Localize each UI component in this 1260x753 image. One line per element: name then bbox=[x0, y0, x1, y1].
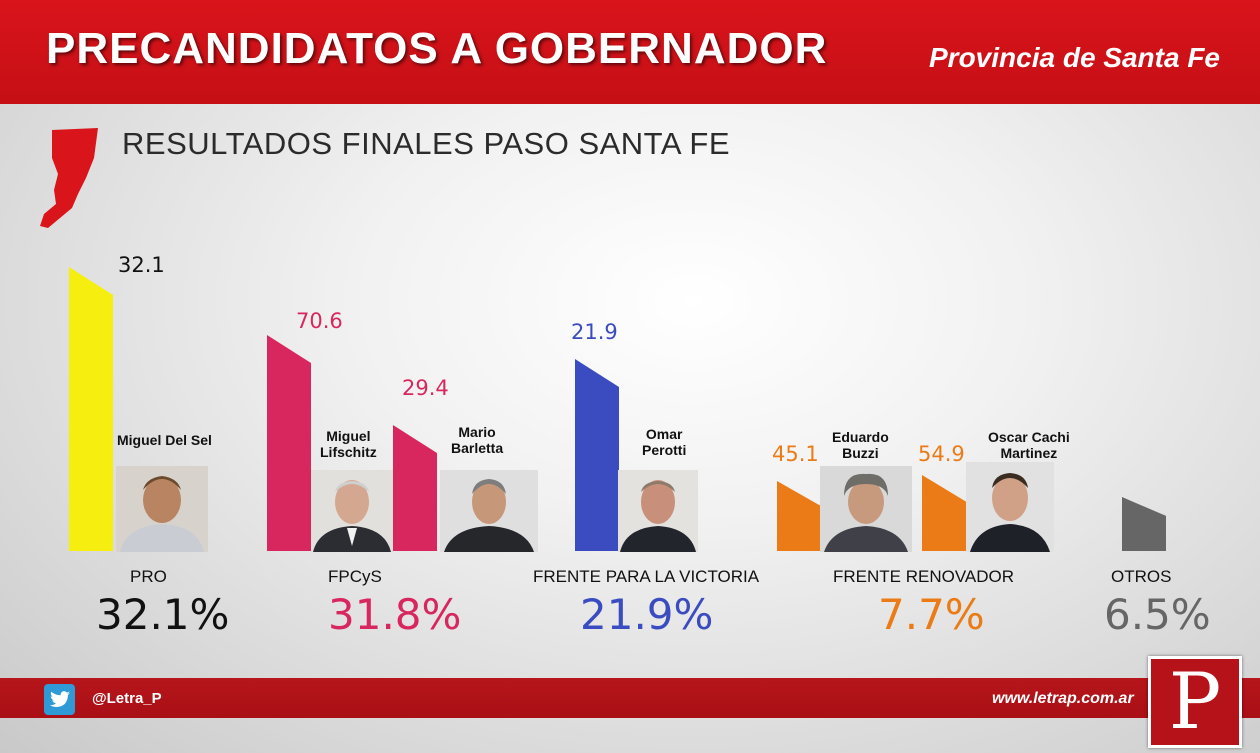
party-name-otros: OTROS bbox=[1111, 567, 1172, 586]
bar-value-del-sel: 32.1 bbox=[118, 253, 165, 277]
candidate-name-buzzi: Eduardo Buzzi bbox=[832, 429, 889, 461]
party-percent-pro: 32.1% bbox=[96, 590, 230, 639]
bar-barletta bbox=[393, 425, 437, 551]
candidate-name-barletta: Mario Barletta bbox=[451, 424, 504, 456]
bar-buzzi bbox=[777, 481, 820, 551]
bar-perotti bbox=[575, 359, 619, 551]
bar-otros bbox=[1122, 497, 1166, 551]
party-percent-fpcys: 31.8% bbox=[328, 590, 462, 639]
twitter-icon[interactable] bbox=[44, 684, 75, 715]
party-percent-fpv: 21.9% bbox=[580, 590, 714, 639]
portrait-perotti bbox=[618, 470, 698, 552]
portrait-del-sel bbox=[116, 466, 208, 552]
portrait-buzzi bbox=[820, 466, 912, 552]
bar-value-martinez: 54.9 bbox=[918, 442, 965, 466]
chart-subtitle: RESULTADOS FINALES PASO SANTA FE bbox=[122, 126, 731, 161]
candidate-name-lifschitz: Miguel Lifschitz bbox=[320, 428, 377, 460]
header-banner bbox=[0, 0, 1260, 104]
bar-value-buzzi: 45.1 bbox=[772, 442, 819, 466]
letra-p-logo: P bbox=[1148, 656, 1242, 748]
candidate-name-perotti: Omar Perotti bbox=[642, 426, 687, 458]
party-name-pro: PRO bbox=[130, 567, 167, 586]
candidate-name-martinez: Oscar Cachi Martinez bbox=[988, 429, 1070, 461]
party-name-fpv: FRENTE PARA LA VICTORIA bbox=[533, 567, 760, 586]
portrait-martinez bbox=[966, 462, 1054, 552]
website-link[interactable]: www.letrap.com.ar bbox=[992, 690, 1134, 707]
bar-lifschitz bbox=[267, 335, 311, 551]
footer-bar bbox=[0, 678, 1260, 718]
bar-value-perotti: 21.9 bbox=[571, 320, 618, 344]
party-name-fpcys: FPCyS bbox=[328, 567, 382, 586]
party-percent-otros: 6.5% bbox=[1104, 590, 1211, 639]
portrait-lifschitz bbox=[311, 470, 393, 552]
candidate-name-del-sel: Miguel Del Sel bbox=[117, 432, 212, 448]
bar-del-sel bbox=[69, 267, 113, 551]
bar-value-barletta: 29.4 bbox=[402, 376, 449, 400]
bar-value-lifschitz: 70.6 bbox=[296, 309, 343, 333]
twitter-handle[interactable]: @Letra_P bbox=[92, 690, 162, 707]
page-title: PRECANDIDATOS A GOBERNADOR bbox=[46, 24, 828, 73]
bar-martinez bbox=[922, 475, 966, 551]
santa-fe-map-icon bbox=[40, 128, 98, 228]
party-name-frente-renovador: FRENTE RENOVADOR bbox=[833, 567, 1015, 586]
party-percent-frente-renovador: 7.7% bbox=[878, 590, 985, 639]
portrait-barletta bbox=[440, 470, 538, 552]
region-label: Provincia de Santa Fe bbox=[929, 42, 1220, 73]
